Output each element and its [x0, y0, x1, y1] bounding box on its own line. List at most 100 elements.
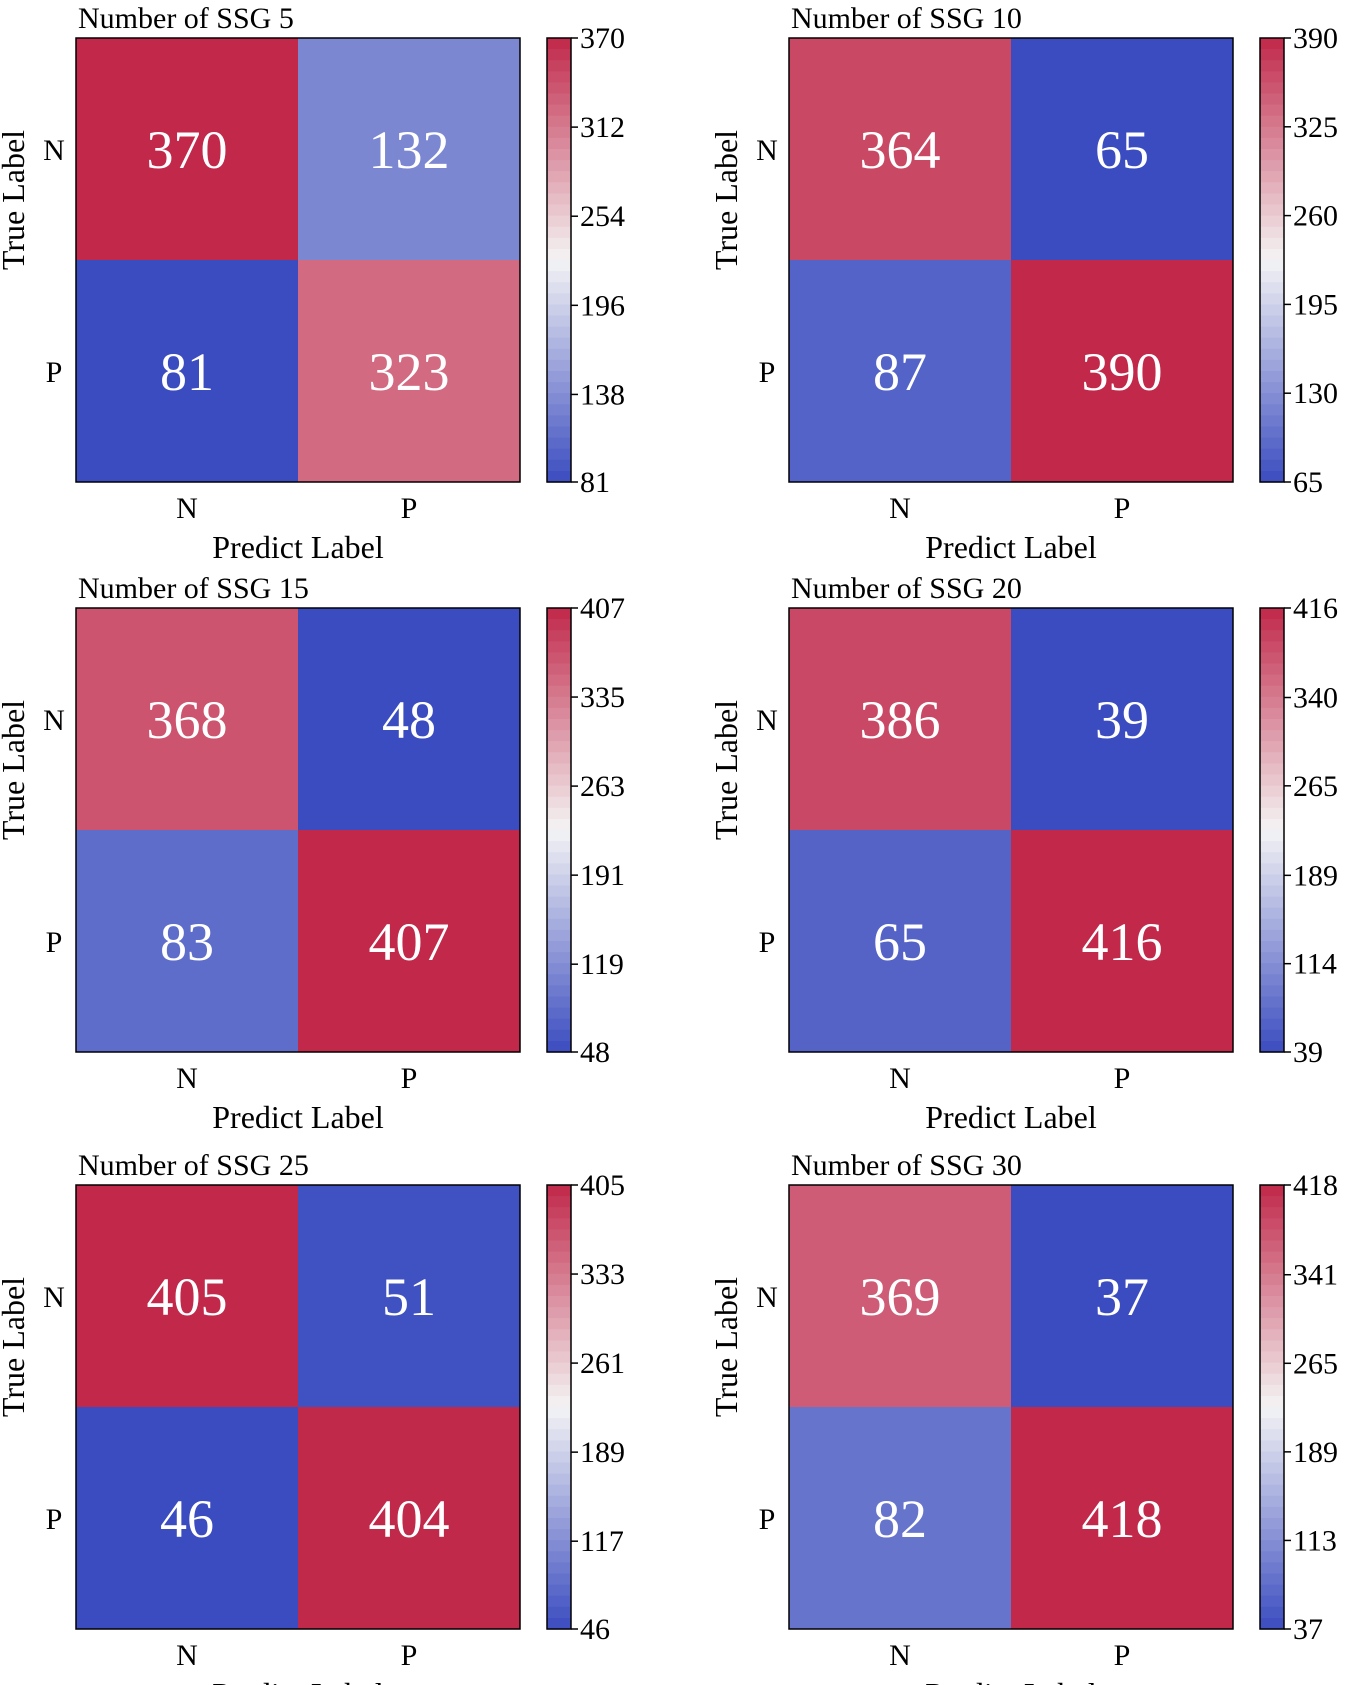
colorbar-segment: [547, 304, 571, 317]
y-tick-label: N: [756, 134, 778, 167]
colorbar-segment: [1260, 215, 1284, 228]
colorbar-segment: [1260, 763, 1284, 776]
colorbar-segment: [547, 359, 571, 372]
y-axis-label: True Label: [0, 1277, 31, 1417]
colorbar-segment: [547, 1529, 571, 1541]
colorbar-tick-label: 265: [1293, 770, 1338, 803]
colorbar-segment: [547, 1185, 571, 1197]
heatmap-cell: [1011, 38, 1233, 260]
colorbar-segment: [1260, 304, 1284, 317]
colorbar-segment: [547, 337, 571, 350]
colorbar-tick-label: 341: [1293, 1259, 1338, 1292]
x-tick-label: N: [889, 1639, 911, 1672]
cell-value-label: 370: [147, 120, 228, 180]
colorbar-segment: [547, 929, 571, 942]
confusion-matrix-panel: Number of SSG 5 370 132 81 323 N P N P Predict La…: [0, 2, 625, 565]
heatmap-cell: [789, 830, 1011, 1052]
colorbar-segment: [1260, 1473, 1284, 1486]
heatmap-cell: [789, 38, 1011, 260]
colorbar-segment: [1260, 1617, 1284, 1630]
colorbar-segment: [1260, 448, 1284, 461]
heatmap-cell: [76, 1185, 298, 1407]
heatmap-cell: [76, 830, 298, 1052]
colorbar-segment: [1260, 929, 1284, 942]
colorbar-segment: [1260, 874, 1284, 887]
colorbar-segment: [547, 1296, 571, 1308]
colorbar-segment: [547, 1340, 571, 1353]
colorbar-segment: [547, 1606, 571, 1619]
x-tick-label: P: [1114, 492, 1131, 525]
heatmap-cell: [1011, 608, 1233, 830]
colorbar-segment: [547, 752, 571, 764]
colorbar-segment: [547, 1040, 571, 1053]
colorbar-segment: [547, 215, 571, 228]
colorbar-segment: [1260, 1018, 1284, 1031]
cell-value-label: 407: [369, 912, 450, 972]
colorbar-segment: [547, 1251, 571, 1264]
panel-title: Number of SSG 10: [791, 2, 1022, 35]
colorbar-segment: [547, 652, 571, 665]
colorbar-segment: [1260, 752, 1284, 764]
colorbar-segment: [1260, 1529, 1284, 1541]
colorbar-segment: [547, 404, 571, 416]
heatmap-cell: [298, 608, 520, 830]
colorbar-segment: [547, 1562, 571, 1575]
confusion-matrix-panel: Number of SSG 25 405 51 46 404 N P N P Predict La…: [0, 1149, 625, 1685]
colorbar-segment: [1260, 1606, 1284, 1619]
colorbar-segment: [547, 1207, 571, 1219]
x-tick-label: N: [889, 492, 911, 525]
colorbar-segment: [1260, 104, 1284, 117]
colorbar-segment: [1260, 38, 1284, 50]
x-tick-label: P: [401, 492, 418, 525]
colorbar-segment: [1260, 237, 1284, 250]
colorbar-segment: [1260, 426, 1284, 439]
colorbar-tick-label: 113: [1293, 1524, 1337, 1557]
colorbar-segment: [1260, 1296, 1284, 1308]
colorbar-segment: [547, 974, 571, 986]
colorbar-tick-label: 335: [580, 681, 625, 714]
cell-value-label: 48: [382, 690, 436, 750]
heatmap-cell: [76, 260, 298, 482]
panel-title: Number of SSG 20: [791, 572, 1022, 605]
colorbar-segment: [547, 426, 571, 439]
colorbar-segment: [1260, 193, 1284, 206]
heatmap-cell: [76, 38, 298, 260]
colorbar-segment: [1260, 149, 1284, 161]
colorbar-segment: [1260, 941, 1284, 953]
colorbar-tick-label: 312: [580, 111, 625, 144]
colorbar-frame: [1259, 37, 1285, 483]
colorbar-segment: [1260, 1273, 1284, 1286]
colorbar-tick-label: 254: [580, 200, 625, 233]
colorbar-segment: [547, 763, 571, 776]
cell-value-label: 87: [873, 342, 927, 402]
colorbar-segment: [1260, 160, 1284, 172]
colorbar-segment: [1260, 1284, 1284, 1297]
colorbar-segment: [547, 741, 571, 753]
colorbar-segment: [1260, 1229, 1284, 1242]
colorbar-frame: [546, 607, 572, 1053]
colorbar-segment: [1260, 1584, 1284, 1597]
colorbar-segment: [547, 852, 571, 864]
y-tick-label: N: [43, 1281, 65, 1314]
colorbar-segment: [1260, 619, 1284, 631]
colorbar-frame: [546, 37, 572, 483]
colorbar-segment: [547, 104, 571, 117]
colorbar-segment: [547, 841, 571, 853]
x-axis-label: Predict Label: [212, 1676, 384, 1685]
colorbar-segment: [1260, 1451, 1284, 1464]
colorbar-segment: [1260, 1340, 1284, 1353]
colorbar-tick-label: 189: [580, 1436, 625, 1469]
colorbar-segment: [547, 1351, 571, 1364]
colorbar-segment: [547, 1284, 571, 1297]
x-axis-label: Predict Label: [925, 1676, 1097, 1685]
heatmap-cell: [1011, 260, 1233, 482]
colorbar-segment: [547, 608, 571, 620]
colorbar-segment: [547, 193, 571, 206]
colorbar-segment: [547, 115, 571, 128]
colorbar-segment: [1260, 459, 1284, 472]
cell-value-label: 404: [369, 1489, 450, 1549]
colorbar-segment: [1260, 996, 1284, 1009]
heatmap-frame: [75, 37, 521, 483]
colorbar-tick-label: 189: [1293, 859, 1338, 892]
colorbar-segment: [1260, 918, 1284, 931]
